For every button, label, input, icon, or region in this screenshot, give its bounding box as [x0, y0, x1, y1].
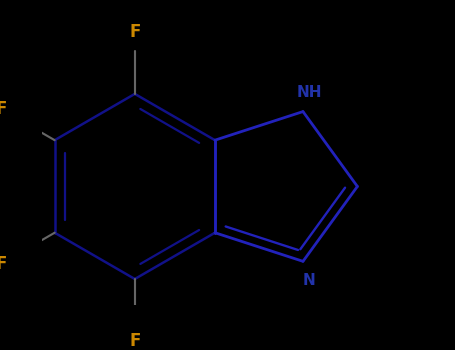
Text: F: F — [129, 332, 141, 350]
Text: N: N — [303, 273, 316, 288]
Text: NH: NH — [297, 84, 322, 99]
Text: F: F — [0, 254, 7, 273]
Text: F: F — [0, 100, 7, 118]
Text: F: F — [129, 23, 141, 41]
